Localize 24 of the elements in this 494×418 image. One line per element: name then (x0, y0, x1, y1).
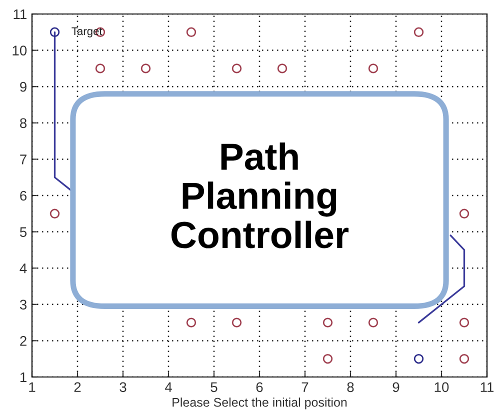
x-tick-label: 3 (120, 382, 126, 392)
y-tick-label: 1 (20, 372, 26, 382)
y-tick-label: 6 (20, 190, 27, 201)
x-tick-label: 1 (29, 382, 36, 392)
y-tick-label: 3 (20, 300, 27, 310)
x-tick-label: 8 (347, 382, 354, 392)
x-tick-label: 2 (74, 382, 81, 392)
x-tick-label: 11 (480, 382, 494, 392)
x-tick-label: 4 (164, 382, 172, 392)
y-tick-label: 9 (20, 82, 26, 92)
y-tick-label: 2 (20, 336, 26, 346)
y-tick-label: 7 (20, 154, 26, 164)
x-axis-title: Please Select the initial position (172, 398, 347, 410)
y-tick-label: 8 (20, 118, 27, 128)
x-tick-label: 10 (434, 382, 449, 392)
y-tick-label: 5 (20, 227, 27, 237)
y-tick-label: 11 (14, 9, 26, 20)
x-tick-label: 7 (302, 382, 308, 392)
y-tick-label: 10 (12, 46, 27, 56)
annotation: Path Planning Controller (171, 142, 349, 248)
x-tick-label: 5 (210, 382, 218, 392)
y-tick-label: 4 (20, 264, 27, 274)
x-tick-label: 9 (392, 382, 400, 392)
x-tick-label: 6 (256, 382, 263, 392)
